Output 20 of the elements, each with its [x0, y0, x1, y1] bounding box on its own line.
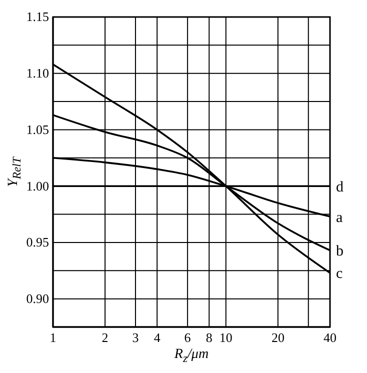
x-tick-label: 1: [50, 330, 56, 346]
x-tick-label: 10: [219, 330, 232, 346]
x-tick-label: 2: [102, 330, 108, 346]
series-label: d: [336, 179, 344, 196]
x-tick-label: 3: [132, 330, 139, 346]
y-tick-label: 1.05: [26, 122, 49, 137]
x-tick-label: 4: [154, 330, 161, 346]
series-label: b: [336, 244, 344, 260]
x-tick-label: 8: [206, 330, 212, 346]
y-tick-label: 0.95: [26, 234, 49, 250]
series-label: a: [336, 210, 343, 226]
x-tick-label: 20: [271, 330, 284, 346]
x-tick-label: 40: [324, 330, 336, 346]
x-axis-title: R$_{z}$/μm: [174, 347, 209, 365]
y-tick-label: 1.10: [26, 66, 49, 81]
y-tick-label: 1.00: [26, 178, 49, 194]
x-tick-label: 6: [184, 330, 192, 346]
series-label: c: [336, 266, 343, 282]
y-tick-label: 0.90: [26, 290, 49, 306]
y-tick-label: 1.15: [26, 9, 49, 24]
